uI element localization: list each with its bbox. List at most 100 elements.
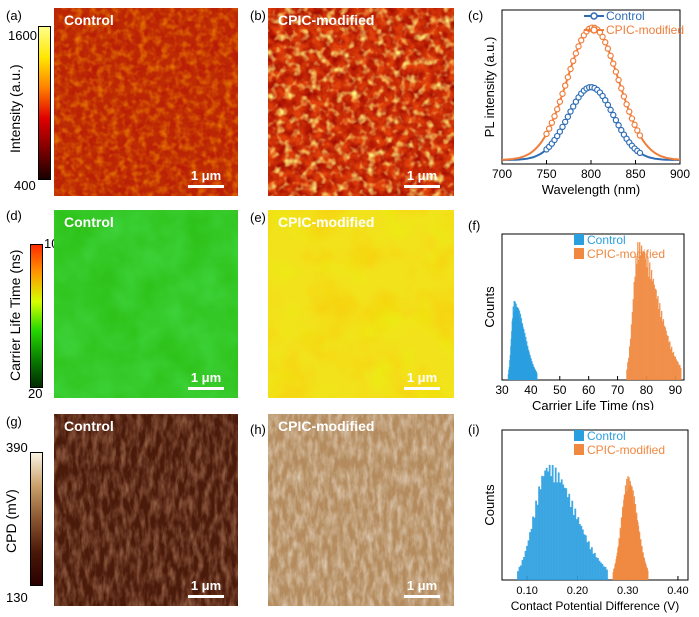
histogram-bar (592, 553, 595, 580)
histogram-bar (551, 464, 554, 580)
pl-colorbar-max: 1600 (8, 28, 37, 43)
pl-data-point (618, 126, 625, 134)
histogram-bar (544, 470, 547, 580)
x-tick-label: 750 (536, 167, 556, 181)
histogram-bar (658, 308, 660, 380)
histogram-bar (539, 489, 542, 580)
histogram-bar (589, 549, 592, 580)
pl-data-point (610, 111, 617, 119)
scale-bar: 1 μm (404, 370, 440, 390)
plot-frame (501, 233, 685, 381)
pl-colorbar-bar (38, 26, 51, 180)
histogram-bar (565, 488, 568, 580)
histogram-bar (569, 506, 572, 580)
histogram-bar (521, 559, 524, 580)
histogram-bar (557, 472, 560, 580)
x-tick-label: 0.40 (667, 585, 688, 597)
histogram-bar (584, 535, 587, 580)
histogram-bar (647, 256, 649, 380)
histogram-bar (637, 242, 639, 380)
histogram-bar (656, 298, 658, 380)
lifetime-colorbar-min: 20 (28, 386, 43, 401)
histogram-bar (632, 299, 634, 380)
pl-map-modified-title: CPIC-modified (278, 12, 375, 28)
cpd-colorbar-min: 130 (6, 590, 28, 605)
scale-bar: 1 μm (404, 578, 440, 598)
histogram-bar (606, 569, 608, 580)
histogram-bar (680, 367, 682, 380)
legend-swatch (574, 444, 584, 455)
histogram-bar (638, 259, 640, 380)
pl-map-modified-image (268, 8, 454, 196)
cpd-colorbar-bar (30, 452, 43, 586)
legend-swatch (574, 430, 584, 441)
cpd-colorbar-label: CPD (mV) (3, 489, 19, 553)
scale-bar-label: 1 μm (190, 578, 222, 593)
histogram-bar (553, 482, 556, 580)
cpd-map-control-image (54, 414, 238, 606)
x-axis-label: Contact Potential Difference (V) (511, 599, 680, 613)
histogram-bar (536, 504, 539, 580)
pl-data-point (556, 98, 564, 105)
legend-swatch (574, 248, 584, 259)
pl-data-point (561, 118, 569, 126)
legend-label: CPIC-modified (606, 23, 684, 37)
histogram-bar (563, 487, 566, 580)
cpd-map-modified-image (268, 414, 454, 606)
legend-label: Control (587, 233, 626, 247)
histogram-bar (628, 357, 630, 380)
histogram-bar (653, 284, 655, 380)
histogram-bar (601, 564, 604, 580)
y-axis-label: PL intensity (a.u.) (482, 37, 497, 138)
x-tick-label: 0.10 (516, 585, 537, 597)
histogram-bar (535, 500, 537, 580)
pl-data-point (631, 121, 638, 128)
histogram-bar (526, 545, 528, 580)
pl-data-point (636, 149, 644, 157)
histogram-bar (628, 346, 631, 380)
histogram-bar (548, 464, 551, 580)
pl-data-point (610, 60, 617, 67)
histogram-bar (520, 565, 522, 580)
histogram-bar (578, 524, 581, 580)
x-tick-label: 0.30 (617, 585, 638, 597)
histogram-bar (586, 542, 589, 580)
histogram-bar (627, 362, 629, 380)
histogram-bar (630, 324, 633, 380)
histogram-bar (533, 517, 536, 580)
pl-data-point (615, 76, 622, 84)
x-tick-label: 700 (492, 167, 512, 181)
histogram-bar (566, 497, 569, 580)
pl-data-point (567, 108, 574, 115)
histogram-bar (562, 484, 565, 580)
pl-data-point (569, 57, 577, 65)
lifetime-histogram-chart: 30 40 50 60 70 80 90 Carrier Life Time (ns) Coun… (482, 233, 685, 410)
histogram-bar (523, 557, 525, 580)
histogram-bar (559, 482, 562, 580)
pl-data-point (548, 119, 556, 126)
x-tick-label: 70 (611, 383, 625, 397)
histogram-bar (676, 360, 678, 380)
histogram-bar (581, 529, 584, 580)
scale-bar-label: 1 μm (406, 168, 438, 183)
histogram-bar (654, 288, 656, 380)
pl-map-control: Control 1 μm (54, 8, 238, 196)
histogram-bar (635, 255, 637, 380)
x-tick-label: 60 (582, 383, 596, 397)
histogram-bar (530, 528, 533, 580)
histogram-bar (641, 252, 644, 380)
histogram-bar (650, 269, 653, 380)
lifetime-colorbar-bar (30, 244, 43, 388)
histogram-bar (639, 242, 641, 380)
pl-data-point (569, 103, 577, 110)
histogram-bar (675, 359, 677, 380)
cpd-colorbar-max: 390 (6, 440, 28, 455)
pl-data-point (604, 45, 612, 52)
histogram-bar (677, 362, 679, 380)
pl-data-point (553, 132, 561, 140)
histogram-bar (517, 571, 519, 580)
pl-data-point (618, 85, 625, 92)
histogram-bar (644, 258, 646, 380)
histogram-bar (580, 525, 583, 580)
histogram-bar (595, 557, 598, 580)
